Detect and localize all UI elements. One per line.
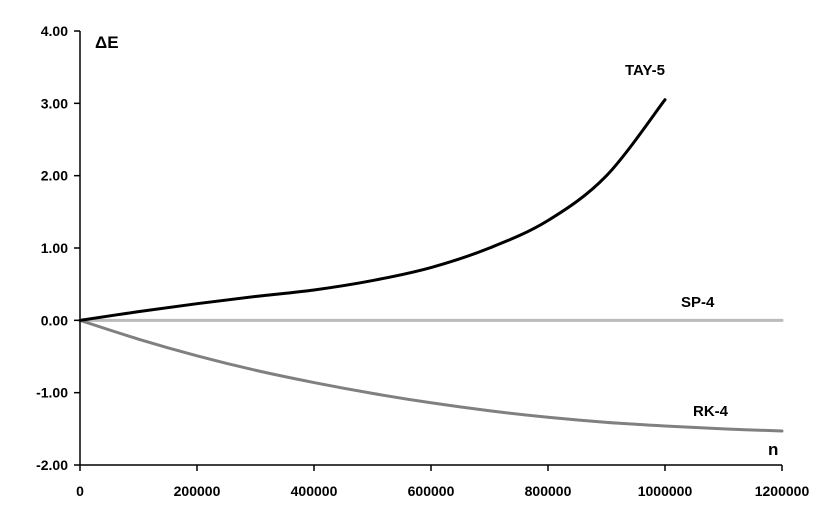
series-label-tay5: TAY-5 [625,62,665,79]
axes: -2.00 -1.00 0.00 1.00 2.00 3.00 4.00 0 200000 400… [36,23,809,499]
y-tick-label: 1.00 [41,240,68,256]
y-tick-label: 4.00 [41,23,68,39]
series-lines [78,98,784,433]
x-tick-label: 200000 [174,483,221,499]
labels: ΔE n TAY-5 SP-4 RK-4 [95,33,778,459]
y-tick-label: 3.00 [41,95,68,111]
x-tick-label: 1200000 [755,483,810,499]
y-tick-label: 0.00 [41,312,68,328]
series-line-tay5 [78,98,667,322]
x-tick-label: 600000 [408,483,455,499]
y-tick-label: 2.00 [41,168,68,184]
series-label-sp4: SP-4 [681,294,715,311]
series-label-rk4: RK-4 [693,403,729,420]
y-tick-label: -2.00 [36,457,68,473]
y-axis-label: ΔE [95,33,119,52]
x-tick-label: 1000000 [638,483,693,499]
x-tick-label: 0 [76,483,84,499]
y-tick-label: -1.00 [36,385,68,401]
x-axis-label: n [768,440,778,459]
series-line-rk4 [78,318,784,433]
x-tick-label: 400000 [291,483,338,499]
x-tick-label: 800000 [525,483,572,499]
